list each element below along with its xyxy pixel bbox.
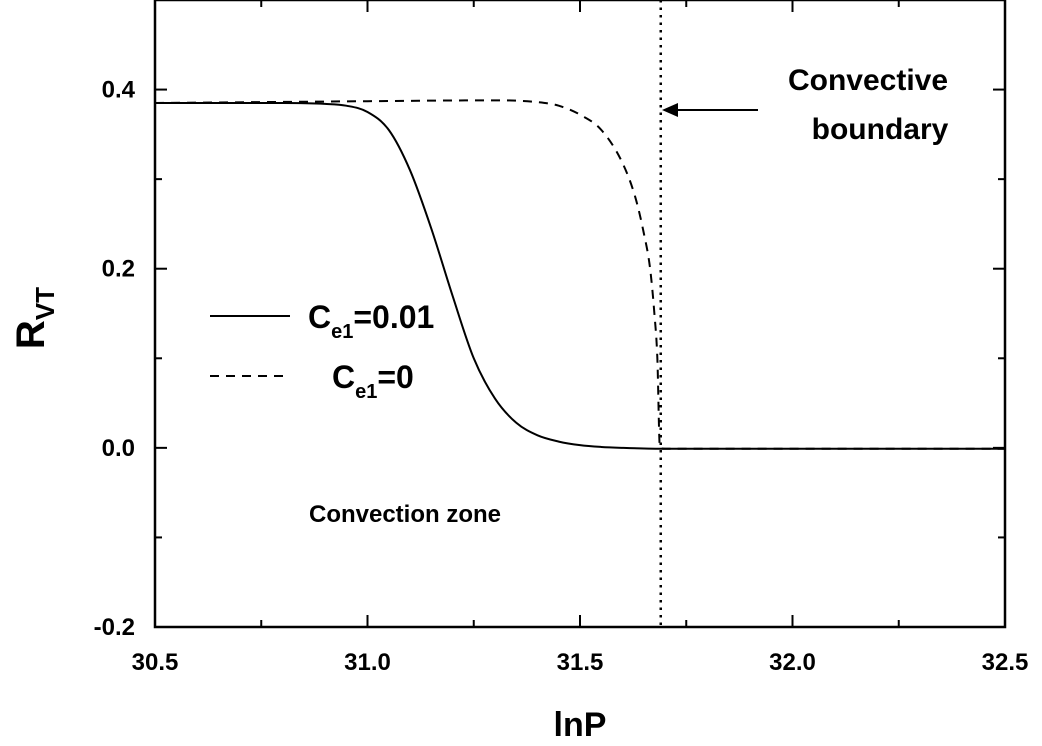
axis-ticks: 30.5 31.0 31.5 32.0 32.5 -0.2 0.0 0.2 0.4 bbox=[94, 0, 1029, 676]
x-axis-title: lnP bbox=[554, 706, 607, 744]
legend: Ce1=0.01 Ce1=0 bbox=[210, 299, 434, 403]
series-line-dashed bbox=[155, 99, 1005, 450]
legend-label-dashed: Ce1=0 bbox=[332, 359, 414, 403]
y-tick-label: -0.2 bbox=[94, 614, 135, 641]
y-tick-label: 0.2 bbox=[102, 256, 135, 283]
x-tick-label: 32.5 bbox=[982, 649, 1029, 676]
x-tick-label: 32.0 bbox=[769, 649, 816, 676]
y-tick-label: 0.4 bbox=[102, 77, 136, 104]
series-line-solid bbox=[155, 102, 1005, 450]
series-layer bbox=[155, 99, 1005, 450]
y-axis-title-sub: VT bbox=[30, 287, 60, 320]
x-tick-label: 30.5 bbox=[132, 649, 179, 676]
x-tick-label: 31.0 bbox=[344, 649, 391, 676]
annotation-boundary-line1: Convective bbox=[788, 64, 948, 97]
legend-label-solid: Ce1=0.01 bbox=[308, 299, 434, 343]
plot-frame bbox=[153, 0, 1007, 629]
svg-text:RVT: RVT bbox=[9, 287, 60, 349]
annotation-boundary-line2: boundary bbox=[812, 113, 949, 146]
y-axis-title: RVT bbox=[9, 287, 60, 349]
x-tick-label: 31.5 bbox=[557, 649, 604, 676]
y-tick-label: 0.0 bbox=[102, 435, 135, 462]
y-axis-title-main: R bbox=[9, 320, 53, 349]
annotation-convection-zone: Convection zone bbox=[309, 501, 501, 528]
boundary-arrow bbox=[662, 103, 758, 117]
